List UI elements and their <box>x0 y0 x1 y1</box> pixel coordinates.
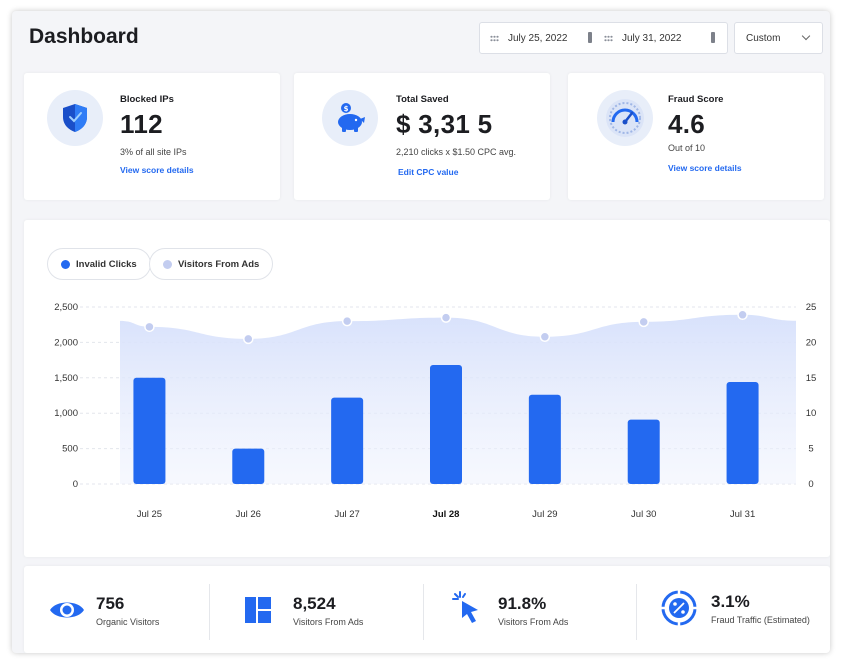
y-right-tick-label: 25 <box>806 302 817 313</box>
calendar-icon <box>604 34 613 42</box>
bar-invalid-clicks[interactable] <box>627 419 660 484</box>
y-right-tick-label: 10 <box>806 408 817 419</box>
kpi-organic-visitors: 756 Organic Visitors <box>24 566 209 653</box>
point-visitors-from-ads[interactable] <box>737 309 748 321</box>
kpi-ads-share: 91.8% Visitors From Ads <box>424 566 637 653</box>
edit-cpc-link[interactable]: Edit CPC value <box>398 167 459 177</box>
x-tick-label: Jul 29 <box>532 509 557 520</box>
x-tick-label: Jul 25 <box>137 509 162 520</box>
y-right-tick-label: 20 <box>806 337 817 348</box>
x-tick-label: Jul 28 <box>433 509 460 520</box>
stat-subtext: 2,210 clicks x $1.50 CPC avg. <box>396 147 517 157</box>
kpi-label: Fraud Traffic (Estimated) <box>711 615 810 625</box>
eye-icon <box>49 592 85 628</box>
bar-invalid-clicks[interactable] <box>430 365 462 484</box>
y-left-tick-label: 2,500 <box>54 302 78 313</box>
range-handle-icon[interactable] <box>711 32 715 43</box>
x-tick-label: Jul 26 <box>236 509 261 520</box>
end-date[interactable]: July 31, 2022 <box>604 23 682 53</box>
kpi-value: 91.8% <box>498 594 547 613</box>
legend-label: Visitors From Ads <box>178 258 260 270</box>
bar-invalid-clicks[interactable] <box>133 377 166 484</box>
legend-dot-icon <box>61 259 70 269</box>
legend-label: Invalid Clicks <box>76 258 137 270</box>
shield-icon <box>47 90 103 146</box>
dashboard-window: Dashboard July 25, 2022 July 31, 2022 Cu… <box>12 11 830 653</box>
point-visitors-from-ads[interactable] <box>341 315 353 327</box>
stat-label: Blocked IPs <box>120 94 174 105</box>
svg-text:$: $ <box>344 105 349 113</box>
kpi-label: Visitors From Ads <box>293 617 364 627</box>
y-left-tick-label: 500 <box>62 444 78 455</box>
stat-value: 112 <box>120 109 163 139</box>
x-tick-label: Jul 27 <box>334 509 359 520</box>
total-saved-card: $ Total Saved $ 3,31 5 2,210 clicks x $1… <box>294 73 550 200</box>
target-percent-icon <box>661 590 697 626</box>
divider <box>636 584 637 640</box>
legend-visitors-from-ads[interactable]: Visitors From Ads <box>149 248 274 280</box>
chevron-down-icon <box>801 31 811 41</box>
y-left-tick-label: 1,000 <box>54 408 78 419</box>
calendar-icon <box>490 34 499 42</box>
divider <box>423 584 424 640</box>
stat-subtext: 3% of all site IPs <box>120 147 187 157</box>
stat-label: Fraud Score <box>668 94 724 105</box>
stat-value: 4.6 <box>668 109 706 139</box>
divider <box>209 584 210 640</box>
kpi-label: Organic Visitors <box>96 617 160 627</box>
x-tick-label: Jul 30 <box>631 509 656 520</box>
legend-invalid-clicks[interactable]: Invalid Clicks <box>47 248 151 280</box>
layout-grid-icon <box>240 592 276 628</box>
range-handle-icon[interactable] <box>588 32 592 43</box>
stat-label: Total Saved <box>396 94 449 105</box>
y-right-tick-label: 0 <box>808 479 813 490</box>
y-right-tick-label: 5 <box>808 444 813 455</box>
range-select[interactable]: Custom <box>734 22 823 54</box>
point-visitors-from-ads[interactable] <box>144 321 155 333</box>
blocked-ips-card: Blocked IPs 112 3% of all site IPs View … <box>24 73 280 200</box>
view-score-details-link[interactable]: View score details <box>668 163 742 173</box>
y-left-tick-label: 1,500 <box>54 373 78 384</box>
fraud-score-card: Fraud Score 4.6 Out of 10 View score det… <box>568 73 824 200</box>
start-date-value: July 25, 2022 <box>508 32 568 44</box>
point-visitors-from-ads[interactable] <box>243 333 254 345</box>
date-range-picker[interactable]: July 25, 2022 July 31, 2022 <box>479 22 728 54</box>
page-title: Dashboard <box>29 25 139 48</box>
cursor-click-icon <box>449 590 485 626</box>
stat-value: $ 3,31 5 <box>396 109 493 139</box>
bar-invalid-clicks[interactable] <box>726 382 759 484</box>
bar-invalid-clicks[interactable] <box>528 394 561 484</box>
chart-card: Invalid Clicks Visitors From Ads 2,500 25… <box>24 220 830 557</box>
kpi-value: 3.1% <box>711 592 750 611</box>
end-date-value: July 31, 2022 <box>622 32 682 44</box>
point-visitors-from-ads[interactable] <box>638 316 649 328</box>
kpi-strip: 756 Organic Visitors 8,524 Visitors From… <box>24 566 830 653</box>
kpi-value: 8,524 <box>293 594 336 613</box>
bar-invalid-clicks[interactable] <box>232 448 265 484</box>
kpi-visitors-from-ads: 8,524 Visitors From Ads <box>210 566 423 653</box>
y-right-tick-label: 15 <box>806 373 817 384</box>
point-visitors-from-ads[interactable] <box>440 312 452 323</box>
range-select-value: Custom <box>746 32 781 44</box>
x-tick-label: Jul 31 <box>730 509 755 520</box>
bar-invalid-clicks[interactable] <box>331 397 364 484</box>
piggy-bank-icon: $ <box>322 90 378 146</box>
stat-subtext: Out of 10 <box>668 143 706 153</box>
y-left-tick-label: 2,000 <box>54 337 78 348</box>
y-left-tick-label: 0 <box>73 479 78 490</box>
kpi-label: Visitors From Ads <box>498 617 569 627</box>
gauge-icon <box>597 90 653 146</box>
start-date[interactable]: July 25, 2022 <box>490 23 568 53</box>
point-visitors-from-ads[interactable] <box>539 331 551 342</box>
kpi-value: 756 <box>96 594 125 613</box>
legend-dot-icon <box>163 259 172 269</box>
kpi-fraud-traffic: 3.1% Fraud Traffic (Estimated) <box>637 566 830 653</box>
view-score-details-link[interactable]: View score details <box>120 165 194 175</box>
